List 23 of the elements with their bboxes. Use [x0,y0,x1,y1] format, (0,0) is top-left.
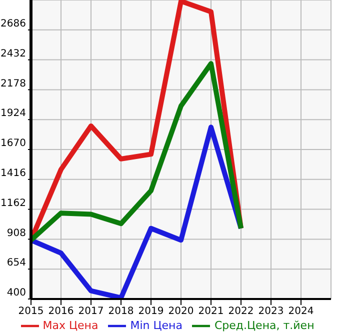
x-tick-label: 2022 [228,306,254,318]
x-tick-label: 2020 [168,306,194,318]
legend-label: Max Цена [42,319,98,332]
x-tick-label: 2024 [288,306,314,318]
x-tick-label: 2019 [138,306,164,318]
legend-label: Сред.Цена, т.йен [214,319,314,332]
y-tick-label: 400 [6,288,26,299]
x-tick-label: 2018 [108,306,134,318]
x-tick-label: 2017 [78,306,104,318]
y-tick-label: 908 [6,228,26,239]
legend-label: Min Цена [130,319,182,332]
y-tick-label: 1924 [0,108,26,120]
y-tick-label: 654 [6,258,26,269]
y-tick-label: 2178 [0,78,26,90]
y-tick-label: 1162 [0,198,26,209]
x-tick-label: 2016 [48,306,74,318]
y-tick-label: 2686 [0,18,26,30]
y-tick-label: 1416 [0,168,26,179]
y-tick-label: 2432 [0,48,26,60]
x-tick-label: 2021 [198,306,224,318]
x-tick-label: 2015 [18,306,44,318]
x-tick-label: 2023 [258,306,284,318]
y-tick-label: 1670 [0,138,26,150]
